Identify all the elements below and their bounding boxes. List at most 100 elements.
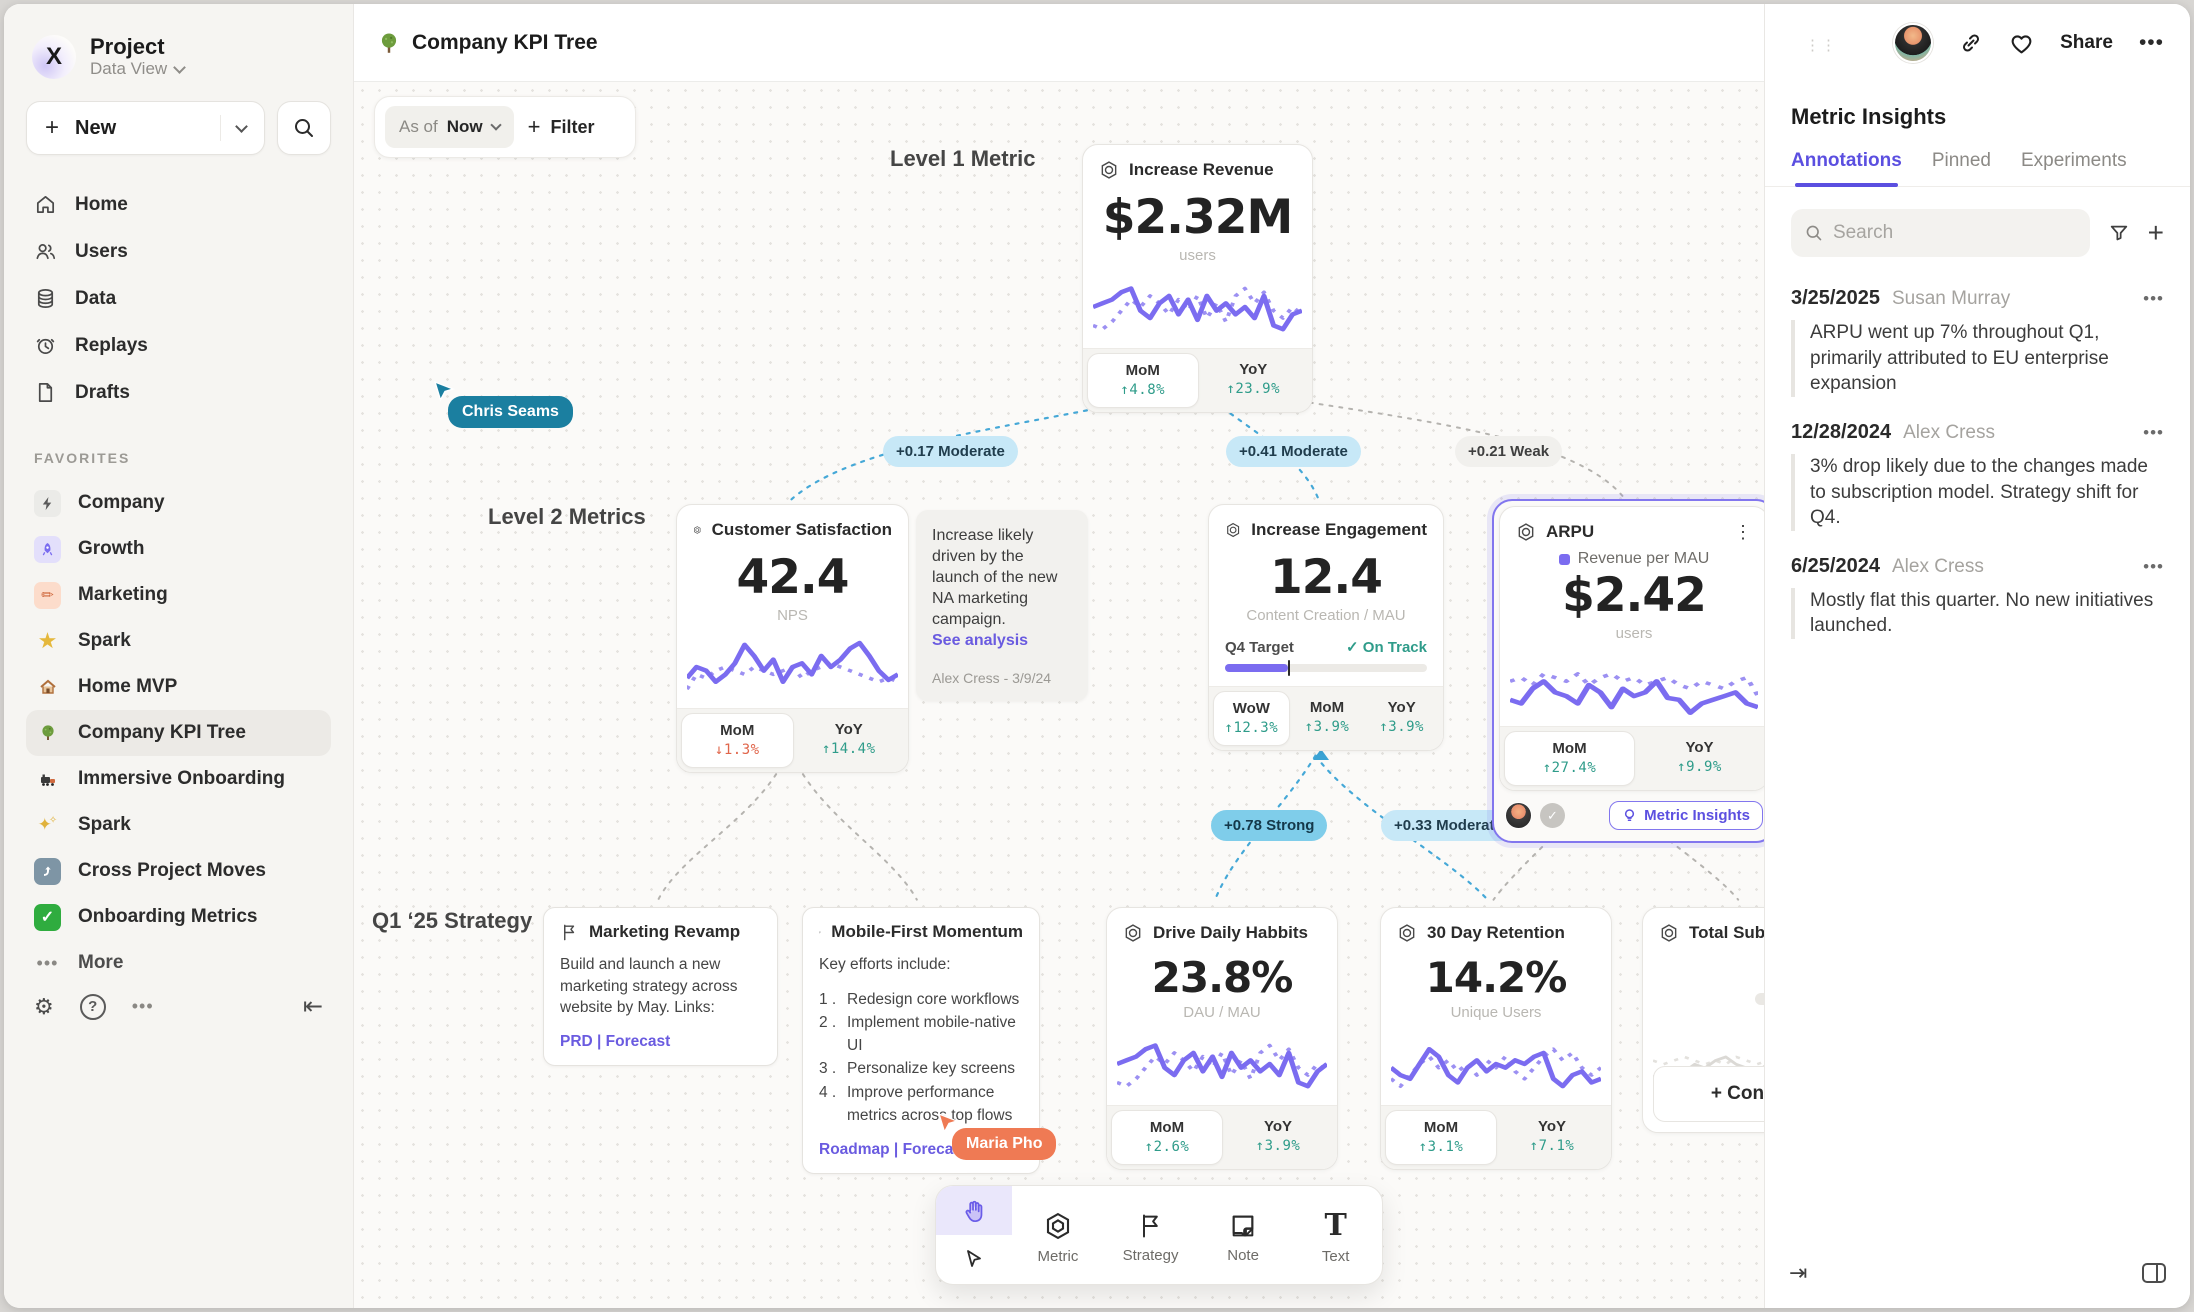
sparkles-icon: ✦ ✧ (37, 815, 58, 835)
new-button[interactable]: + New (26, 101, 265, 156)
metric-card-increase-engagement[interactable]: Increase Engagement 12.4 Content Creatio… (1208, 504, 1444, 751)
metric-value: $2.42 (1562, 568, 1707, 623)
share-button[interactable]: Share (2060, 32, 2113, 53)
metric-card-arpu[interactable]: ARPU ⋮ Revenue per MAU $2.42 users MoM ↑… (1499, 506, 1764, 791)
hand-tool-button[interactable] (936, 1186, 1012, 1235)
stat-mom[interactable]: MoM ↓1.3% (681, 713, 794, 768)
stat-mom[interactable]: MoM ↑4.8% (1087, 353, 1199, 408)
sidebar: X Project Data View + New (4, 4, 354, 1308)
metric-value: 42.4 (736, 550, 850, 605)
metric-card-total-subscriptions[interactable]: Total Subscript + Connect (1642, 907, 1764, 1133)
user-avatar[interactable] (1893, 23, 1934, 63)
strategy-card-mobile-first[interactable]: Mobile-First Momentum Key efforts includ… (802, 907, 1040, 1175)
settings-gear-icon[interactable]: ⚙ (34, 993, 54, 1019)
metric-card-30-day-retention[interactable]: 30 Day Retention 14.2% Unique Users MoM … (1380, 907, 1612, 1170)
tool-note[interactable]: Note (1197, 1186, 1290, 1284)
favorite-onboarding-metrics[interactable]: ✓ Onboarding Metrics (26, 894, 331, 940)
canvas-note[interactable]: Increase likely driven by the launch of … (916, 510, 1088, 701)
kebab-menu-icon[interactable]: ⋮ (1734, 522, 1752, 542)
metric-card-increase-revenue[interactable]: Increase Revenue $2.32M users MoM ↑4.8% … (1082, 144, 1313, 413)
collapse-sidebar-icon[interactable]: ⇤ (302, 993, 323, 1021)
connect-data-button[interactable]: + Connect (1653, 1066, 1764, 1122)
sidebar-item-users[interactable]: Users (26, 228, 331, 275)
add-annotation-icon[interactable]: + (2147, 217, 2164, 248)
legend-swatch (1558, 553, 1570, 565)
favorite-company[interactable]: Company (26, 480, 331, 526)
add-filter-button[interactable]: + Filter (527, 114, 595, 139)
stat-mom[interactable]: MoM ↑2.6% (1111, 1110, 1223, 1165)
favorite-cross-project-moves[interactable]: Cross Project Moves (26, 848, 331, 894)
kpi-tree-canvas[interactable]: As of Now + Filter Level 1 Metric Level … (354, 82, 1764, 1308)
strategy-links[interactable]: Roadmap | Forecast (819, 1141, 968, 1159)
tool-text[interactable]: T Text (1321, 1208, 1350, 1266)
tab-experiments[interactable]: Experiments (2021, 150, 2127, 171)
see-analysis-link[interactable]: See analysis (932, 631, 1029, 649)
stat-yoy[interactable]: YoY ↑3.9% (1379, 699, 1424, 735)
tool-metric[interactable]: Metric (1012, 1186, 1105, 1284)
favorites-list: Company Growth ✏ Marketing ★ Spark Home … (26, 480, 331, 1021)
favorite-marketing[interactable]: ✏ Marketing (26, 572, 331, 618)
search-input[interactable] (1832, 222, 2076, 244)
layout-panel-icon[interactable] (2142, 1263, 2166, 1283)
tab-pinned[interactable]: Pinned (1931, 150, 1991, 171)
sidebar-item-replays[interactable]: Replays (26, 322, 331, 369)
favorite-immersive-onboarding[interactable]: Immersive Onboarding (26, 756, 331, 802)
project-view-selector[interactable]: Data View (90, 59, 187, 79)
project-switcher[interactable]: X Project Data View (26, 30, 331, 101)
panel-drag-handle-icon[interactable]: ⋮⋮ (1805, 37, 1837, 54)
chevron-down-icon (235, 119, 248, 133)
strategy-card-marketing-revamp[interactable]: Marketing Revamp Build and launch a new … (543, 907, 778, 1067)
on-track-status: ✓ On Track (1346, 639, 1427, 656)
tab-annotations[interactable]: Annotations (1791, 150, 1902, 187)
annotation-search[interactable] (1791, 209, 2090, 257)
favorite-more[interactable]: ••• More (26, 940, 331, 986)
favorite-company-kpi-tree[interactable]: Company KPI Tree (26, 710, 331, 757)
favorite-growth[interactable]: Growth (26, 526, 331, 572)
annotation-item[interactable]: 12/28/2024 Alex Cress ••• 3% drop likely… (1765, 401, 2190, 535)
stat-yoy[interactable]: YoY ↑14.4% (821, 721, 876, 757)
search-icon (295, 119, 313, 138)
arrow-up-icon (1313, 749, 1329, 760)
filter-funnel-icon[interactable] (2108, 222, 2130, 244)
cursor-pointer-icon (433, 380, 456, 402)
stat-mom[interactable]: MoM ↑3.9% (1304, 699, 1350, 735)
metric-card-customer-satisfaction[interactable]: Customer Satisfaction 42.4 NPS MoM ↓1.3%… (676, 504, 909, 773)
target-label: Q4 Target (1225, 638, 1294, 656)
stat-mom[interactable]: MoM ↑27.4% (1504, 731, 1635, 786)
sidebar-item-home[interactable]: Home (26, 181, 331, 228)
annotation-menu-icon[interactable]: ••• (2143, 289, 2164, 308)
stat-yoy[interactable]: YoY ↑23.9% (1226, 361, 1281, 397)
stat-wow[interactable]: WoW ↑12.3% (1213, 691, 1290, 746)
annotation-item[interactable]: 6/25/2024 Alex Cress ••• Mostly flat thi… (1765, 535, 2190, 643)
favorite-heart-icon[interactable] (2009, 31, 2034, 56)
draft-file-icon (38, 383, 53, 403)
sidebar-item-data[interactable]: Data (26, 275, 331, 322)
more-options-icon[interactable]: ••• (2138, 31, 2164, 54)
favorite-spark[interactable]: ★ Spark (26, 618, 331, 664)
more-options-icon[interactable]: ••• (131, 996, 154, 1017)
annotation-item[interactable]: 3/25/2025 Susan Murray ••• ARPU went up … (1765, 267, 2190, 401)
note-author: Alex Cress - 3/9/24 (932, 669, 1052, 686)
sidebar-item-drafts[interactable]: Drafts (26, 369, 331, 416)
annotation-menu-icon[interactable]: ••• (2143, 556, 2164, 576)
select-tool-button[interactable] (936, 1235, 1012, 1284)
metric-insights-button[interactable]: Metric Insights (1609, 801, 1763, 830)
copy-link-icon[interactable] (1959, 31, 1983, 55)
panel-tabs: Annotations Pinned Experiments (1765, 150, 2190, 187)
stat-yoy[interactable]: YoY ↑9.9% (1677, 739, 1722, 775)
metric-card-arpu-selected[interactable]: ARPU ⋮ Revenue per MAU $2.42 users MoM ↑… (1492, 499, 1764, 843)
tool-strategy[interactable]: Strategy (1104, 1186, 1197, 1284)
strategy-links[interactable]: PRD | Forecast (560, 1033, 671, 1051)
expand-panel-icon[interactable]: ⇥ (1789, 1260, 1808, 1285)
favorite-spark-2[interactable]: ✦ ✧ Spark (26, 802, 331, 848)
stat-mom[interactable]: MoM ↑3.1% (1385, 1110, 1497, 1165)
stat-yoy[interactable]: YoY ↑3.9% (1255, 1118, 1301, 1154)
as-of-dropdown[interactable]: As of Now (385, 106, 514, 148)
help-icon[interactable]: ? (79, 993, 106, 1020)
pencil-icon: ✏ (34, 581, 61, 609)
metric-card-drive-daily-habbits[interactable]: Drive Daily Habbits 23.8% DAU / MAU MoM … (1106, 907, 1338, 1170)
stat-yoy[interactable]: YoY ↑7.1% (1529, 1118, 1575, 1154)
annotation-menu-icon[interactable]: ••• (2143, 422, 2164, 442)
favorite-home-mvp[interactable]: Home MVP (26, 664, 331, 710)
search-button[interactable] (277, 101, 331, 156)
